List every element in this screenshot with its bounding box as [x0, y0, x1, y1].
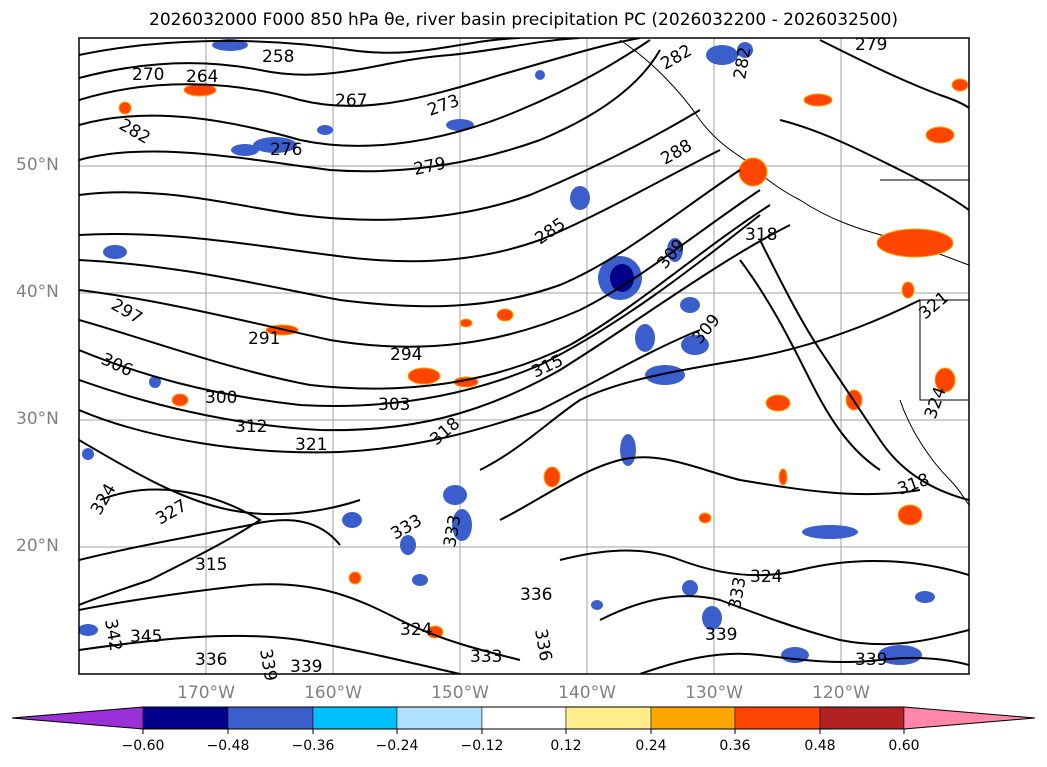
svg-text:336: 336 [520, 585, 552, 605]
svg-text:267: 267 [335, 91, 367, 111]
colorbar-tick: −0.24 [375, 738, 419, 754]
svg-text:309: 309 [654, 235, 690, 273]
lat-label-50n: 50°N [16, 155, 59, 175]
svg-text:339: 339 [855, 650, 887, 670]
colorbar-tick: 0.24 [635, 738, 667, 754]
colorbar [11, 706, 1036, 734]
map-title: 2026032000 F000 850 hPa θe, river basin … [149, 10, 898, 30]
svg-text:324: 324 [400, 620, 432, 640]
lat-label-20n: 20°N [16, 536, 59, 556]
svg-text:339: 339 [290, 657, 322, 677]
svg-text:300: 300 [205, 388, 237, 408]
svg-text:282: 282 [730, 45, 755, 80]
svg-text:306: 306 [98, 349, 136, 381]
colorbar-tick: −0.48 [206, 738, 250, 754]
svg-text:339: 339 [255, 647, 280, 682]
contour-labels: 258 264 270 267 273 279 276 282 285 288 … [87, 35, 953, 683]
colorbar-tick: 0.48 [804, 738, 836, 754]
svg-text:285: 285 [531, 214, 569, 249]
svg-text:336: 336 [530, 627, 555, 662]
svg-text:336: 336 [195, 650, 227, 670]
svg-text:333: 333 [440, 513, 465, 548]
precip-shading [79, 39, 969, 665]
svg-text:321: 321 [295, 435, 327, 455]
svg-text:318: 318 [895, 470, 932, 500]
svg-text:282: 282 [116, 115, 154, 149]
lat-label-40n: 40°N [16, 282, 59, 302]
svg-text:345: 345 [130, 627, 162, 647]
colorbar-tick: −0.60 [121, 738, 165, 754]
lon-label-150w: 150°W [431, 683, 489, 703]
svg-text:333: 333 [470, 647, 502, 667]
svg-text:291: 291 [248, 329, 280, 349]
svg-text:270: 270 [132, 65, 164, 85]
svg-text:264: 264 [186, 67, 218, 87]
gridlines [79, 38, 969, 674]
svg-text:312: 312 [235, 417, 267, 437]
svg-text:324: 324 [750, 567, 782, 587]
colorbar-tick: 0.60 [888, 738, 920, 754]
colorbar-tick: −0.12 [460, 738, 504, 754]
lon-label-130w: 130°W [685, 683, 743, 703]
theta-e-contours [79, 38, 969, 674]
svg-text:258: 258 [262, 47, 294, 67]
svg-text:318: 318 [745, 225, 777, 245]
svg-text:339: 339 [705, 625, 737, 645]
svg-text:303: 303 [378, 395, 410, 415]
svg-text:276: 276 [270, 140, 302, 160]
colorbar-tick: 0.12 [550, 738, 582, 754]
svg-text:294: 294 [390, 345, 422, 365]
map-frame [78, 37, 970, 675]
lon-label-160w: 160°W [304, 683, 362, 703]
svg-text:282: 282 [658, 41, 696, 75]
svg-text:318: 318 [426, 414, 464, 450]
svg-text:324: 324 [87, 480, 121, 518]
svg-text:324: 324 [921, 384, 951, 421]
svg-text:279: 279 [412, 154, 448, 180]
svg-text:279: 279 [855, 35, 887, 55]
svg-text:333: 333 [725, 575, 750, 610]
colorbar-tick: 0.36 [719, 738, 751, 754]
coastline [619, 39, 969, 506]
svg-text:288: 288 [658, 136, 696, 170]
lon-label-170w: 170°W [177, 683, 235, 703]
svg-text:315: 315 [195, 555, 227, 575]
colorbar-tick: −0.36 [291, 738, 335, 754]
svg-text:327: 327 [153, 496, 191, 530]
lat-label-30n: 30°N [16, 409, 59, 429]
lon-label-140w: 140°W [558, 683, 616, 703]
lon-label-120w: 120°W [812, 683, 870, 703]
